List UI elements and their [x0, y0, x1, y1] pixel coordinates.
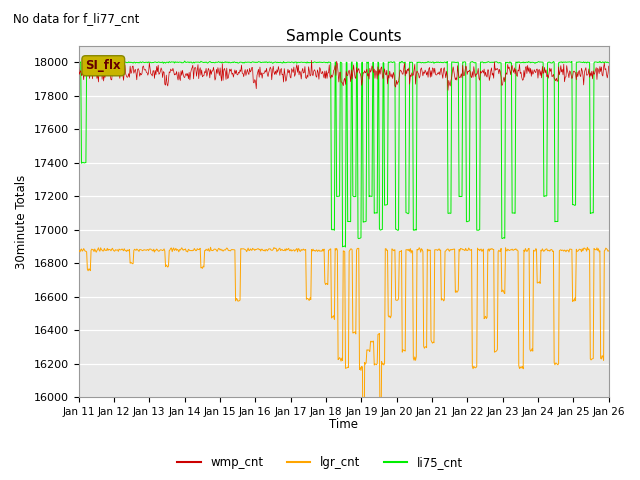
Text: No data for f_li77_cnt: No data for f_li77_cnt	[13, 12, 139, 25]
Text: SI_flx: SI_flx	[86, 59, 121, 72]
Y-axis label: 30minute Totals: 30minute Totals	[15, 174, 28, 268]
X-axis label: Time: Time	[329, 419, 358, 432]
Title: Sample Counts: Sample Counts	[286, 29, 401, 44]
Legend: wmp_cnt, lgr_cnt, li75_cnt: wmp_cnt, lgr_cnt, li75_cnt	[172, 452, 468, 474]
